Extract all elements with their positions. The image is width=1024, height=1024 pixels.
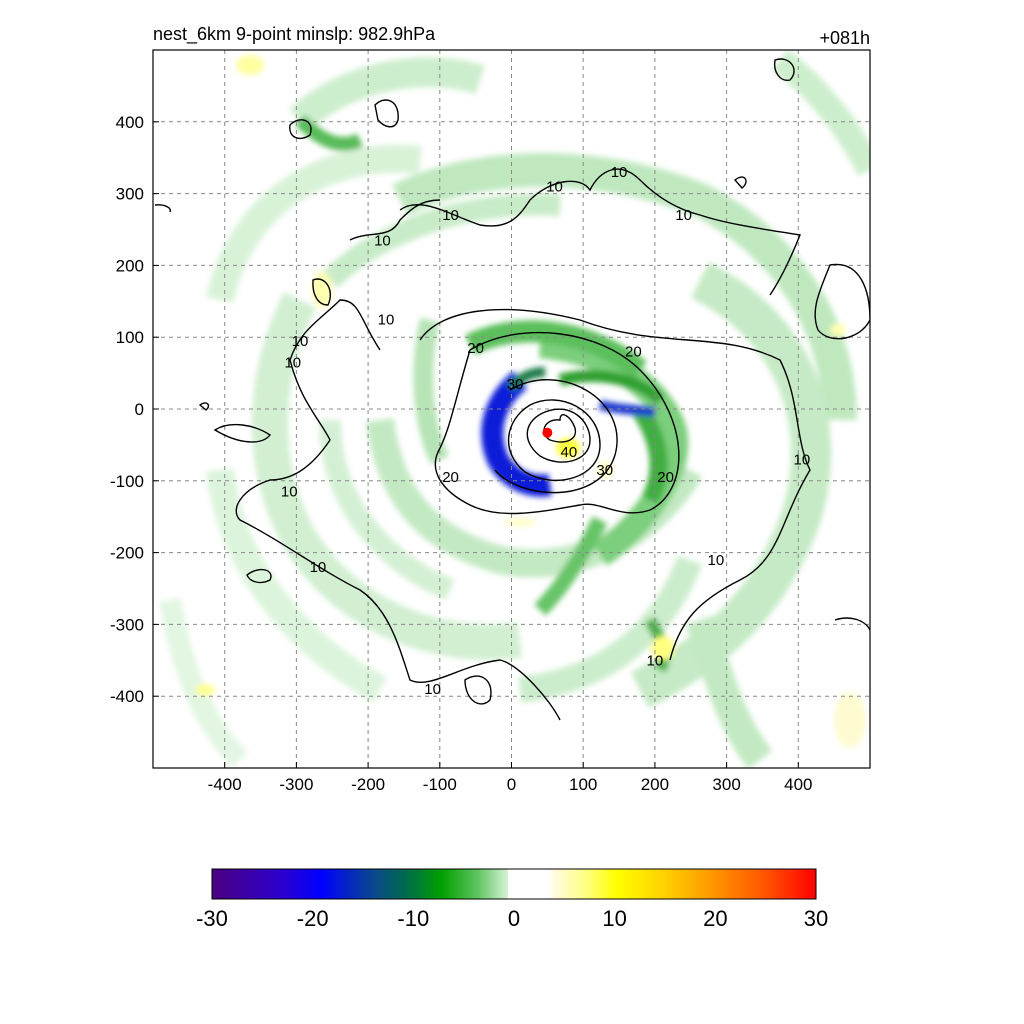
colorbar-tick-label: 20	[703, 906, 727, 931]
colorbar-gradient	[211, 868, 817, 900]
y-tick-label: -400	[110, 687, 144, 706]
colorbar-tick-label: -30	[196, 906, 228, 931]
y-tick-label: 0	[135, 400, 144, 419]
contour-label: 10	[647, 652, 664, 669]
y-tick-label: 200	[116, 256, 144, 275]
y-tick-label: 100	[116, 328, 144, 347]
contour-labels: 10 10 10 10 10 10 10 10 10 10 10 10 10 10 20 20 20 20 30 30…	[281, 164, 810, 698]
contour-label: 10	[708, 552, 725, 569]
contour-label: 20	[442, 469, 459, 486]
contour-label: 10	[378, 311, 395, 328]
colorbar-tick-label: 10	[602, 906, 626, 931]
y-tick-label: -300	[110, 615, 144, 634]
x-tick-label: -400	[208, 775, 242, 794]
contour-label: 10	[374, 232, 391, 249]
y-tick-label: -100	[110, 472, 144, 491]
plot-area: 10 10 10 10 10 10 10 10 10 10 10 10 10 10 20 20 20 20 30 30…	[110, 49, 871, 794]
x-tick-label: -100	[423, 775, 457, 794]
x-tick-label: -300	[279, 775, 313, 794]
contour-label: 20	[625, 344, 642, 361]
x-tick-label: 300	[712, 775, 740, 794]
contour-label: 30	[507, 376, 524, 393]
y-tick-label: 300	[116, 185, 144, 204]
contour-label: 20	[467, 340, 484, 357]
colorbar-tick-label: -20	[297, 906, 329, 931]
colorbar: -30 -20 -10 0 10 20 30	[196, 868, 828, 931]
contour-label: 30	[596, 462, 613, 479]
colorbar-ticks: -30 -20 -10 0 10 20 30	[196, 906, 828, 931]
contour-label: 40	[561, 444, 578, 461]
chart-title: nest_6km 9-point minslp: 982.9hPa	[153, 24, 436, 45]
contour-label: 10	[424, 681, 441, 698]
x-tick-label: 100	[569, 775, 597, 794]
contour-label: 10	[442, 207, 459, 224]
contour-label: 20	[657, 469, 674, 486]
colorbar-tick-label: 30	[804, 906, 828, 931]
y-axis: 400 300 200 100 0 -100 -200 -300 -400	[110, 113, 159, 706]
x-tick-label: 200	[641, 775, 669, 794]
contour-label: 10	[611, 164, 628, 181]
colorbar-tick-label: 0	[508, 906, 520, 931]
contour-label: 10	[310, 559, 327, 576]
storm-center-marker	[542, 427, 553, 438]
contour-label: 10	[675, 207, 692, 224]
x-tick-label: -200	[351, 775, 385, 794]
contour-label: 10	[292, 333, 309, 350]
contour-label: 10	[281, 484, 298, 501]
x-axis: -400 -300 -200 -100 0 100 200 300 400	[208, 762, 812, 794]
colorbar-tick-label: -10	[397, 906, 429, 931]
x-tick-label: 0	[507, 775, 516, 794]
contour-label: 10	[794, 451, 811, 468]
y-tick-label: -200	[110, 544, 144, 563]
contour-label: 10	[546, 178, 563, 195]
contour-lines	[154, 58, 870, 721]
forecast-hour-label: +081h	[819, 28, 870, 48]
wind-shading	[159, 50, 870, 768]
contour-label: 10	[284, 354, 301, 371]
y-tick-label: 400	[116, 113, 144, 132]
x-tick-label: 400	[784, 775, 812, 794]
